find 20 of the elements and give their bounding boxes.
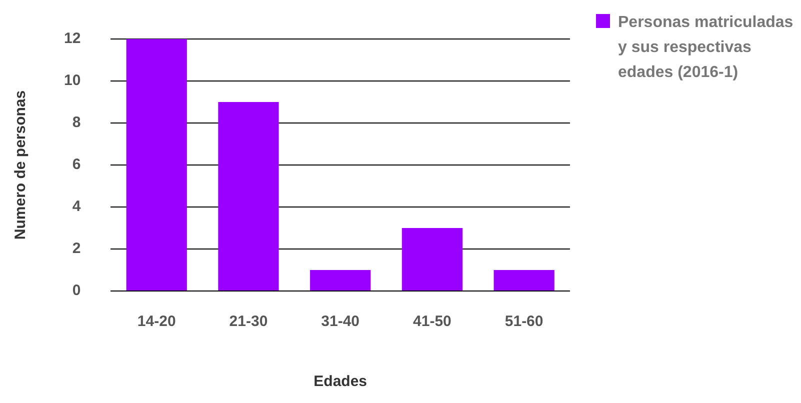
- y-tick-label: 0: [72, 282, 81, 300]
- y-tick-label: 2: [72, 240, 81, 258]
- x-tick-label: 51-60: [504, 313, 544, 330]
- x-axis-title: Edades: [314, 373, 368, 390]
- x-tick-label: 21-30: [229, 313, 268, 330]
- y-tick-label: 10: [64, 72, 81, 90]
- bar: [218, 102, 279, 290]
- y-axis-title: Numero de personas: [12, 90, 30, 240]
- x-tick-label: 41-50: [413, 313, 452, 330]
- y-tick-label: 8: [72, 114, 81, 132]
- y-tick-label: 4: [72, 198, 82, 216]
- bar: [402, 228, 463, 290]
- bar: [126, 39, 187, 290]
- bar: [310, 270, 371, 290]
- x-tick-label: 14-20: [137, 313, 176, 330]
- x-tick-label: 31-40: [321, 313, 360, 330]
- y-tick-label: 12: [64, 30, 81, 48]
- y-tick-label: 6: [72, 156, 81, 174]
- bar: [494, 270, 554, 290]
- legend-label: Personas matriculadas y sus respectivas edades (2016-1): [618, 13, 794, 83]
